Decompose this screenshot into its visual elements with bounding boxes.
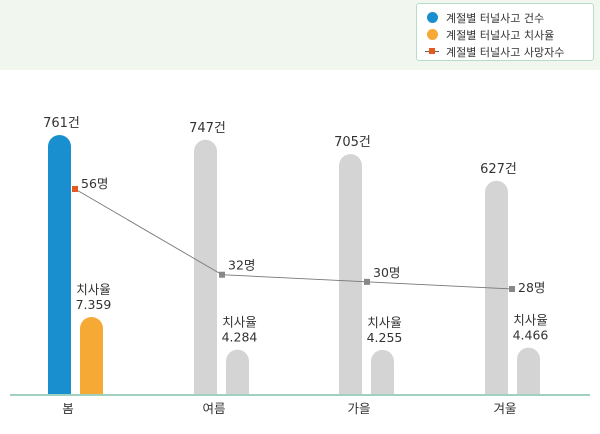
deaths-label: 32명 bbox=[228, 258, 255, 273]
rate-title-label: 치사율 bbox=[222, 315, 257, 330]
rate-bar bbox=[371, 349, 394, 395]
legend-item-count: 계절별 터널사고 건수 bbox=[425, 9, 593, 26]
legend-label-deaths: 계절별 터널사고 사망자수 bbox=[446, 45, 565, 59]
legend-item-deaths: 계절별 터널사고 사망자수 bbox=[425, 43, 593, 60]
rate-value-label: 4.466 bbox=[513, 328, 549, 343]
deaths-marker bbox=[219, 271, 225, 278]
category-label: 가을 bbox=[347, 401, 370, 416]
deaths-marker bbox=[72, 186, 78, 192]
count-label: 627건 bbox=[480, 162, 517, 177]
deaths-marker bbox=[364, 278, 370, 285]
count-label: 747건 bbox=[189, 121, 226, 136]
category-label: 여름 bbox=[202, 401, 225, 416]
deaths-label: 30명 bbox=[373, 265, 400, 280]
deaths-line bbox=[74, 188, 513, 290]
chart-panel: 761건 치사율 7.359 봄 747건 치사율 4.284 여름 705건 치사율 4.255 가… bbox=[0, 70, 600, 434]
rate-value-label: 4.255 bbox=[367, 330, 403, 345]
rate-title-label: 치사율 bbox=[76, 282, 111, 297]
rate-bar bbox=[80, 317, 103, 395]
rate-value-label: 4.284 bbox=[222, 330, 258, 345]
legend-label-count: 계절별 터널사고 건수 bbox=[446, 11, 545, 25]
blue-dot-icon bbox=[425, 12, 439, 23]
legend: 계절별 터널사고 건수 계절별 터널사고 치사율 계절별 터널사고 사망자수 bbox=[416, 3, 594, 61]
line-marker-icon bbox=[425, 48, 439, 54]
count-bar bbox=[48, 135, 71, 395]
deaths-label: 28명 bbox=[518, 280, 545, 295]
category-label: 겨울 bbox=[493, 401, 516, 416]
rate-title-label: 치사율 bbox=[367, 315, 402, 330]
orange-dot-icon bbox=[425, 29, 439, 40]
category-label: 봄 bbox=[62, 401, 74, 416]
rate-bar bbox=[517, 347, 540, 395]
deaths-label: 56명 bbox=[81, 176, 108, 191]
legend-label-rate: 계절별 터널사고 치사율 bbox=[446, 28, 555, 42]
count-bar bbox=[194, 139, 217, 395]
legend-item-rate: 계절별 터널사고 치사율 bbox=[425, 26, 593, 43]
count-label: 705건 bbox=[334, 135, 371, 150]
chart: 761건치사율7.359봄747건치사율4.284여름705건치사율4.255가… bbox=[10, 116, 590, 416]
rate-bar bbox=[226, 349, 249, 395]
count-label: 761건 bbox=[43, 116, 80, 131]
rate-title-label: 치사율 bbox=[513, 313, 548, 328]
deaths-marker bbox=[509, 286, 515, 292]
rate-value-label: 7.359 bbox=[76, 297, 112, 312]
count-bar bbox=[339, 154, 362, 395]
